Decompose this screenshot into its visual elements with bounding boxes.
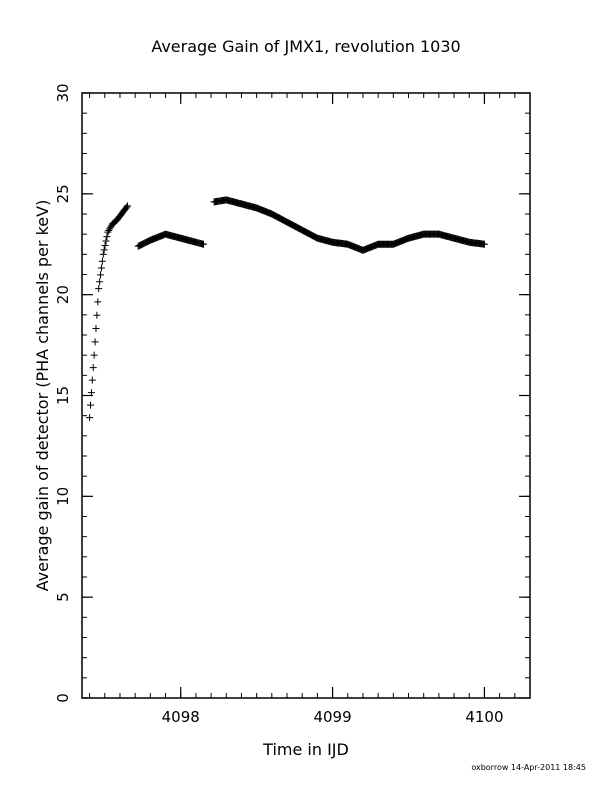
y-tick-label: 15 [54, 386, 72, 405]
data-point-2 [480, 240, 488, 248]
y-tick-label: 25 [54, 184, 72, 203]
minor-ticks [82, 92, 531, 699]
data-point-0 [107, 223, 115, 231]
major-ticks [82, 92, 530, 699]
data-point-0 [92, 325, 100, 333]
data-point-0 [124, 202, 132, 210]
data-point-0 [88, 376, 96, 384]
data-point-0 [87, 401, 95, 409]
data-point-0 [106, 225, 114, 233]
y-tick-label: 10 [54, 487, 72, 506]
data-point-0 [102, 237, 110, 245]
data-point-1 [199, 240, 207, 248]
data-point-0 [98, 257, 106, 265]
x-tick-label: 4100 [465, 708, 503, 726]
data-point-0 [93, 311, 101, 319]
plot-frame [81, 92, 531, 699]
data-point-0 [105, 227, 113, 235]
data-point-0 [89, 364, 97, 372]
y-tick-label: 20 [54, 285, 72, 304]
data-point-0 [86, 414, 94, 422]
x-tick-label: 4099 [313, 708, 351, 726]
y-tick-labels: 0 5 10 15 20 25 30 [54, 83, 72, 702]
data-point-0 [101, 241, 109, 249]
data-point-0 [96, 278, 104, 286]
x-tick-label: 4098 [162, 708, 200, 726]
data-point-0 [99, 250, 107, 258]
data-point-0 [103, 233, 111, 241]
data-point-0 [100, 246, 108, 254]
data-points [86, 196, 488, 422]
y-tick-label: 5 [54, 592, 72, 602]
y-tick-label: 0 [54, 693, 72, 703]
data-point-0 [94, 298, 102, 306]
data-point-0 [97, 264, 105, 272]
x-axis-label: Time in IJD [262, 740, 349, 759]
data-point-0 [123, 203, 131, 211]
data-point-0 [97, 271, 105, 279]
data-point-0 [104, 228, 112, 236]
y-tick-label: 30 [54, 83, 72, 102]
data-point-0 [95, 285, 103, 293]
y-axis-label: Average gain of detector (PHA channels p… [33, 200, 52, 592]
data-point-0 [90, 351, 98, 359]
chart-title: Average Gain of JMX1, revolution 1030 [151, 37, 460, 56]
data-point-0 [91, 338, 99, 346]
x-tick-labels: 4098 4099 4100 [162, 708, 504, 726]
data-point-0 [87, 389, 95, 397]
footer-stamp: oxborrow 14-Apr-2011 18:45 [471, 763, 586, 772]
